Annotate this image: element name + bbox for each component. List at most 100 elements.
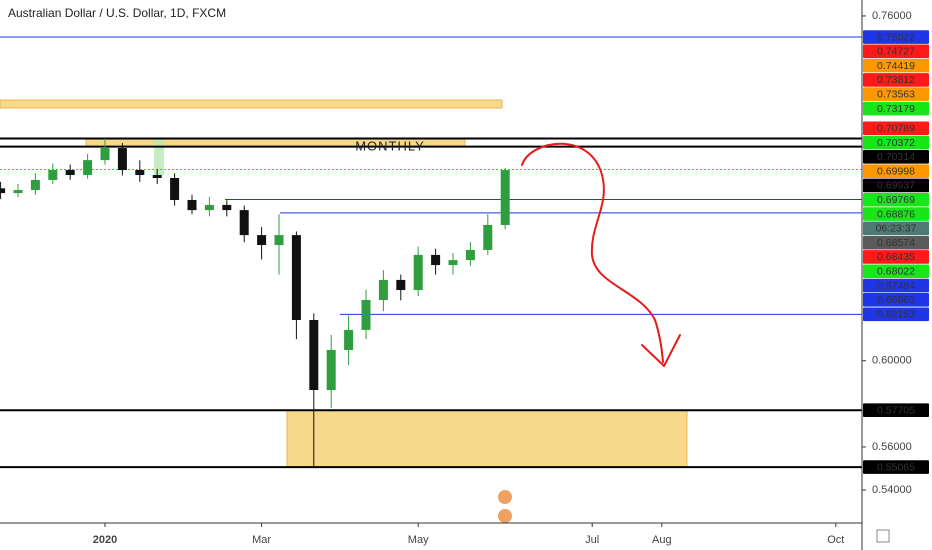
price-label-box [863, 460, 929, 474]
candle-body [187, 199, 197, 211]
y-tick-label: 0.60000 [872, 355, 912, 367]
candle-body [361, 299, 371, 330]
price-label-box [863, 101, 929, 116]
price-label: 0.67484 [877, 280, 915, 292]
price-label-box [863, 192, 929, 207]
demand-zone [286, 409, 688, 468]
axes: 0.54000 0.56000 0.60000 0.76000 2020 Mar May Ju… [93, 10, 912, 546]
drawn-arrow [521, 142, 681, 368]
price-label: 0.62153 [877, 309, 915, 321]
chart-title: Australian Dollar / U.S. Dollar, 1D, FXC… [8, 6, 226, 20]
candle-body [135, 170, 145, 175]
price-label: 0.74727 [877, 46, 915, 58]
price-labels: 0.75022 0.74727 0.74419 0.73812 0.73563 0.731… [863, 30, 929, 474]
y-tick-label: 0.76000 [872, 10, 912, 22]
price-label-box [863, 293, 929, 307]
y-tick-label: 0.54000 [872, 484, 912, 496]
price-label-box [863, 135, 929, 150]
price-label-box [863, 178, 929, 193]
price-label: 06:23:37 [876, 223, 917, 235]
price-label-box [863, 58, 929, 73]
highlight [154, 140, 164, 175]
price-label-box [863, 87, 929, 102]
price-label: 0.68435 [877, 251, 915, 263]
price-label: 0.75022 [877, 31, 915, 43]
price-label: 0.70789 [877, 123, 915, 135]
candle-body [13, 190, 23, 194]
zones [0, 99, 688, 468]
y-tick-label: 0.56000 [872, 441, 912, 453]
price-label-box [863, 250, 929, 264]
candle-body [344, 329, 354, 350]
x-tick-label: Mar [252, 534, 271, 546]
price-label: 0.73812 [877, 74, 915, 86]
price-label-box [863, 278, 929, 293]
price-label-box [863, 235, 929, 250]
price-label: 0.69769 [877, 194, 915, 206]
price-label-box [863, 307, 929, 322]
price-label-box [863, 121, 929, 136]
price-lines [0, 36, 862, 469]
candles [0, 138, 510, 468]
candle-body [396, 279, 406, 291]
annotation: MONTHLY [355, 138, 425, 153]
candle-body [465, 249, 475, 261]
supply-zone [0, 99, 503, 109]
x-tick-label: Oct [827, 534, 844, 546]
candle-body [309, 320, 319, 391]
price-label: 0.68574 [877, 237, 915, 249]
price-label: 0.68876 [877, 208, 915, 220]
candle-body [222, 204, 232, 211]
candle-body [117, 148, 127, 171]
candle-body [83, 160, 93, 175]
price-label-box [863, 164, 929, 178]
candle-body [239, 210, 249, 236]
price-label: 0.57705 [877, 404, 915, 416]
event-icons [498, 490, 512, 523]
price-label: 0.70314 [877, 151, 915, 163]
candle-body [257, 235, 267, 246]
candle-body [413, 254, 423, 291]
price-label: 0.69998 [877, 165, 915, 177]
x-tick-label: May [408, 534, 429, 546]
candle-body [448, 260, 458, 266]
candle-body [170, 177, 180, 200]
price-label-box [863, 44, 929, 59]
candle-body [274, 235, 284, 246]
price-label: 0.69937 [877, 180, 915, 192]
price-label: 0.74419 [877, 60, 915, 72]
x-tick-label: Jul [585, 534, 599, 546]
candle-body [500, 170, 510, 225]
candle-body [152, 174, 162, 178]
candle-body [326, 349, 336, 391]
event-icon [498, 509, 512, 523]
candle-body [291, 235, 301, 321]
candle-body [483, 224, 493, 250]
x-tick-label: 2020 [93, 534, 117, 546]
candle-body [431, 254, 441, 266]
candle-body [204, 204, 214, 211]
price-label-box [863, 30, 929, 44]
price-label-box [863, 73, 929, 87]
price-label: 0.55065 [877, 461, 915, 473]
candle-body [30, 179, 40, 191]
price-label-box [863, 207, 929, 221]
price-label: 0.70372 [877, 137, 915, 149]
event-icon [498, 490, 512, 504]
candle-body [0, 188, 6, 194]
price-label-box [863, 264, 929, 279]
settings-icon[interactable] [876, 529, 890, 543]
candle-body [378, 279, 388, 300]
price-label: 0.73563 [877, 89, 915, 101]
price-label: 0.73179 [877, 103, 915, 115]
candle-body [65, 170, 75, 175]
candle-body [100, 148, 110, 161]
price-label-box [863, 150, 929, 164]
x-tick-label: Aug [652, 534, 672, 546]
price-label-box [863, 403, 929, 417]
price-label: 0.66863 [877, 294, 915, 306]
candle-body [48, 170, 58, 180]
price-label: 0.68022 [877, 266, 915, 278]
price-label-box [863, 221, 929, 236]
